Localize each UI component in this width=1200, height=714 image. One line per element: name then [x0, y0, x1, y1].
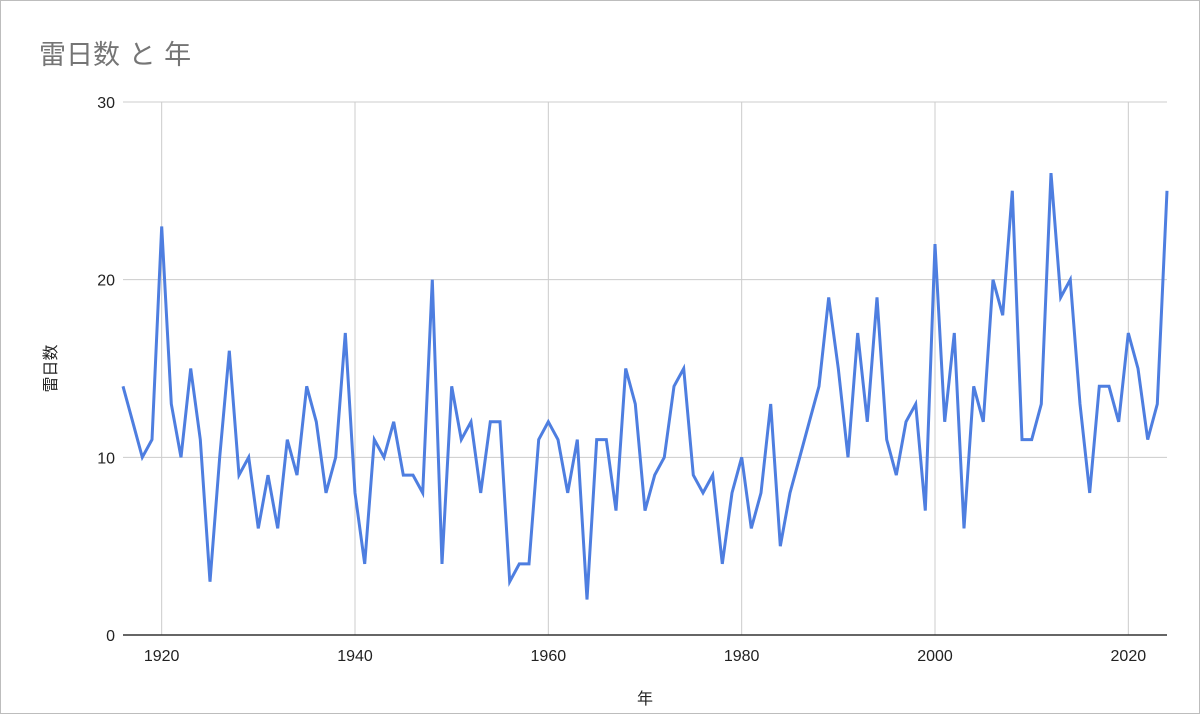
- tick-labels: 0 10 20 30 1920 1940 1960 1980 2000 2020: [97, 95, 1146, 665]
- series-line: [121, 172, 1169, 600]
- x-axis-label: 年: [637, 689, 653, 708]
- y-axis-label: 雷日数: [41, 344, 60, 392]
- y-tick-label: 0: [106, 628, 115, 645]
- x-tick-label: 1980: [724, 648, 760, 665]
- y-tick-label: 10: [97, 450, 115, 467]
- grid: [123, 101, 1167, 635]
- x-tick-label: 2000: [917, 648, 953, 665]
- plot-area: [121, 172, 1169, 600]
- y-tick-label: 20: [97, 273, 115, 290]
- x-tick-label: 2020: [1111, 648, 1147, 665]
- x-tick-label: 1960: [531, 648, 567, 665]
- x-tick-label: 1940: [337, 648, 373, 665]
- x-tick-label: 1920: [144, 648, 180, 665]
- y-tick-label: 30: [97, 95, 115, 112]
- chart-title: 雷日数 と 年: [39, 40, 192, 71]
